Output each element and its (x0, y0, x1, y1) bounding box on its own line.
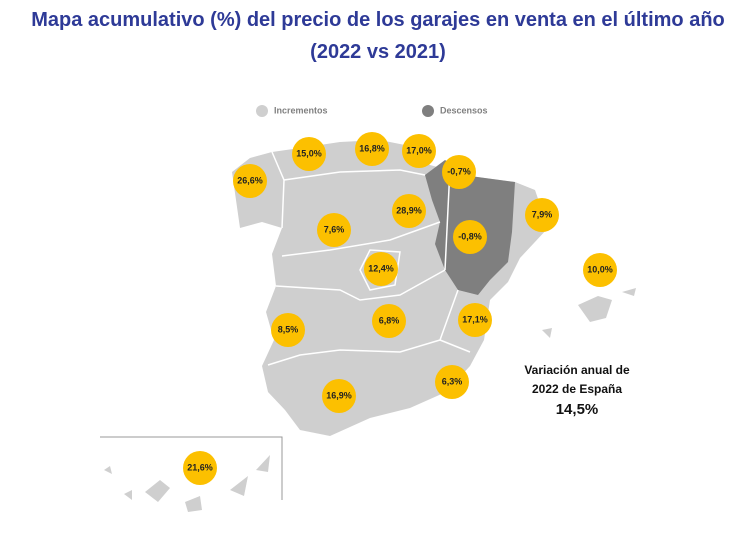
legend-swatch (256, 105, 268, 117)
region-label: 26,6% (237, 175, 263, 185)
value-bubble (292, 137, 326, 171)
value-bubble (458, 303, 492, 337)
region-label: 10,0% (587, 264, 613, 274)
region-label: 8,5% (278, 324, 299, 334)
region-label: 12,4% (368, 263, 394, 273)
value-bubble (435, 365, 469, 399)
title-line: Mapa acumulativo (%) del precio de los g… (31, 9, 725, 31)
value-bubble (364, 252, 398, 286)
border (267, 289, 459, 366)
value-bubble (233, 164, 267, 198)
region-label: -0,8% (458, 231, 482, 241)
region-label: 6,8% (379, 315, 400, 325)
region-label: 7,9% (532, 209, 553, 219)
value-bubble (442, 155, 476, 189)
value-bubble (355, 132, 389, 166)
value-bubble (372, 304, 406, 338)
region-label: 15,0% (296, 148, 322, 158)
map (100, 140, 636, 512)
balearic-island (542, 328, 552, 338)
canary-island (256, 455, 270, 472)
region-label: 16,9% (326, 390, 352, 400)
border (281, 221, 441, 257)
canary-island (185, 496, 202, 512)
border (439, 339, 471, 353)
region-label: 17,1% (462, 314, 488, 324)
value-bubble (453, 220, 487, 254)
balearic-island (578, 296, 612, 322)
national-value: 14,5% (556, 401, 599, 418)
value-bubble (317, 213, 351, 247)
canary-frame (100, 436, 283, 500)
canary-island (145, 480, 170, 502)
title-line: (2022 vs 2021) (310, 41, 446, 63)
value-bubble (183, 451, 217, 485)
canary-island (104, 466, 112, 474)
border (275, 269, 446, 301)
region-label: 6,3% (442, 376, 463, 386)
value-bubble (322, 379, 356, 413)
region-label: 21,6% (187, 462, 213, 472)
region-label: 16,8% (359, 143, 385, 153)
balearic-island (622, 288, 636, 296)
canary-island (230, 476, 248, 496)
region-label: 28,9% (396, 205, 422, 215)
value-bubble (583, 253, 617, 287)
value-bubble (525, 198, 559, 232)
national-text: Variación anual de (524, 363, 630, 377)
region-label: -0,7% (447, 166, 471, 176)
canary-island (124, 490, 132, 500)
region-label: 17,0% (406, 145, 432, 155)
legend-label: Incrementos (274, 105, 328, 115)
legend-swatch (422, 105, 434, 117)
border (283, 169, 426, 181)
value-bubble (392, 194, 426, 228)
value-bubble (271, 313, 305, 347)
legend-label: Descensos (440, 105, 488, 115)
national-text: 2022 de España (532, 382, 622, 396)
value-bubble (402, 134, 436, 168)
region-label: 7,6% (324, 224, 345, 234)
